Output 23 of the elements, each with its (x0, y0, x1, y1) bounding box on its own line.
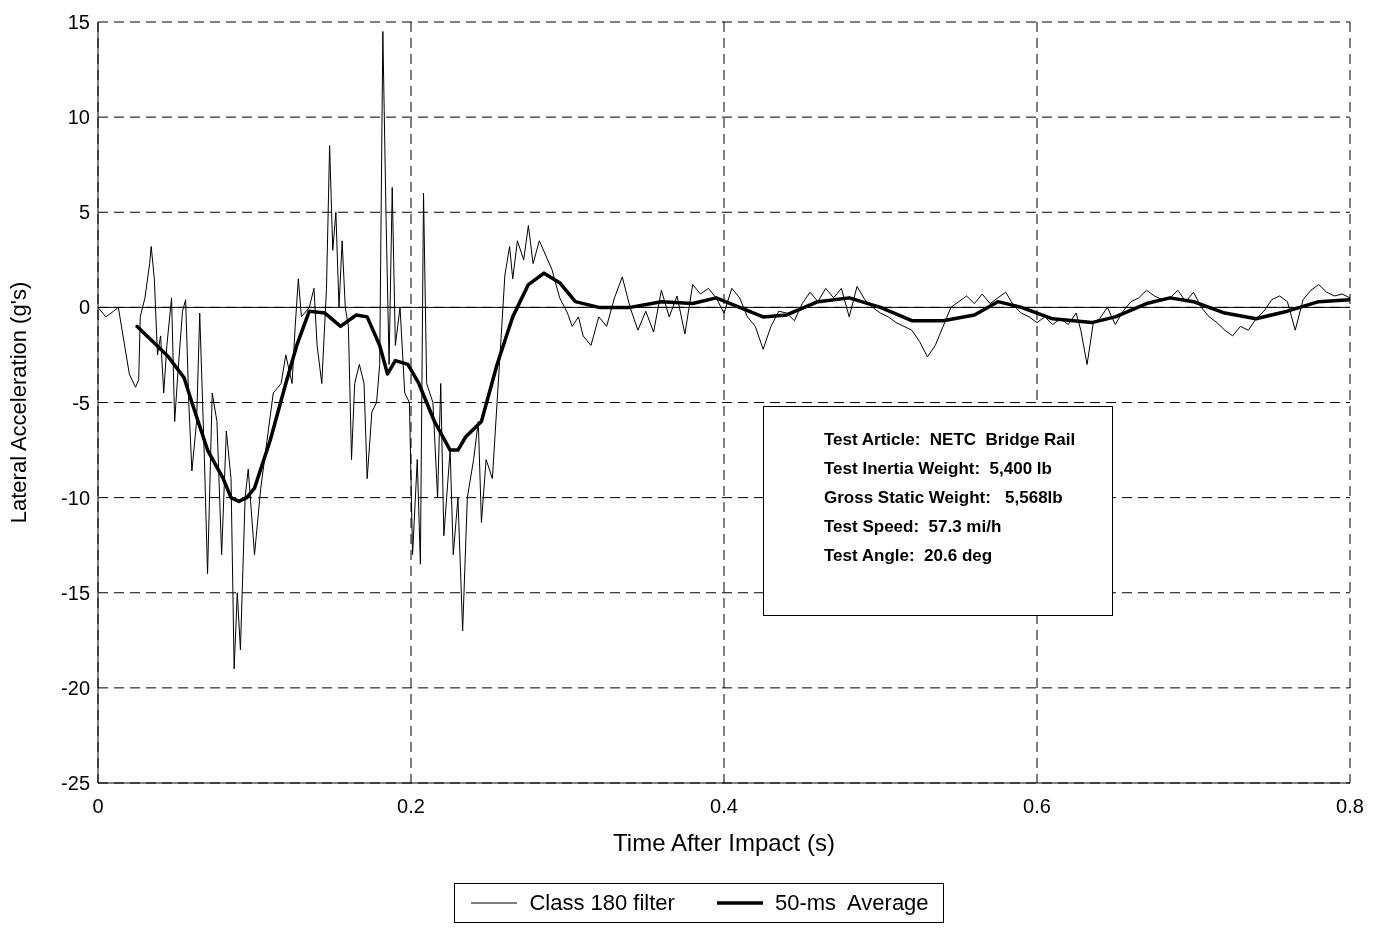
y-tick-label: 10 (67, 106, 90, 129)
y-tick-label: 0 (78, 296, 90, 319)
x-tick-label: 0.2 (397, 795, 425, 818)
x-tick-label: 0.4 (710, 795, 738, 818)
x-tick-label: 0 (92, 795, 104, 818)
annotation: Test Inertia Weight: 5,400 lb (824, 458, 1053, 480)
y-tick-label: -20 (61, 676, 90, 699)
x-tick-label: 0.8 (1336, 795, 1364, 818)
y-axis-title: Lateral Acceleration (g's) (5, 281, 31, 524)
legend-label: Class 180 filter (529, 890, 675, 916)
y-tick-label: -15 (61, 581, 90, 604)
y-tick-label: -5 (72, 391, 90, 414)
annotation: Gross Static Weight: 5,568lb (824, 487, 1064, 509)
annotation: Test Speed: 57.3 mi/h (824, 516, 1003, 538)
y-tick-label: -10 (61, 486, 90, 509)
y-tick-label: 15 (67, 11, 90, 34)
y-tick-label: -25 (61, 772, 90, 795)
x-axis-title: Time After Impact (s) (613, 829, 835, 856)
y-tick-label: 5 (78, 201, 90, 224)
legend-label: 50-ms Average (774, 890, 929, 916)
x-tick-label: 0.6 (1023, 795, 1051, 818)
annotation: Test Angle: 20.6 deg (824, 545, 994, 567)
annotation: Test Article: NETC Bridge Rail (824, 429, 1077, 451)
